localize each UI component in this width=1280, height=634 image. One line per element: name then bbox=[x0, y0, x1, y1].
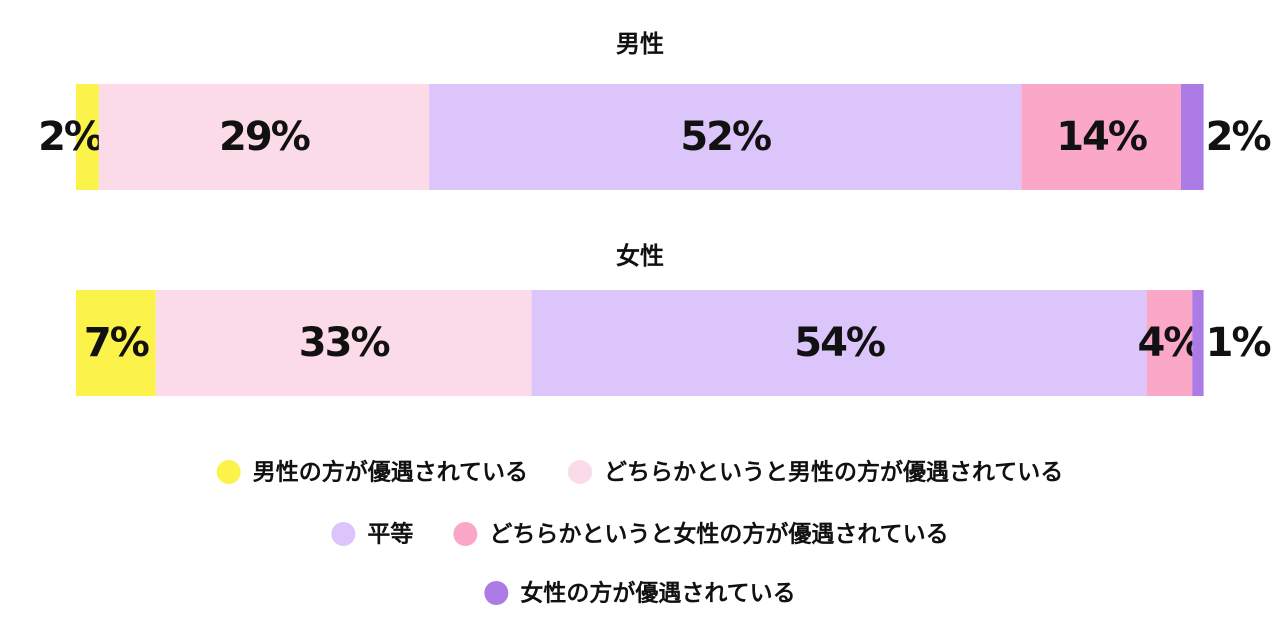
legend-swatch bbox=[331, 522, 356, 546]
value-label: 14% bbox=[1056, 114, 1147, 160]
legend-label: 男性の方が優遇されている bbox=[253, 459, 528, 486]
category-title: 男性 bbox=[616, 30, 664, 58]
value-label: 7% bbox=[84, 320, 149, 366]
bar-segment bbox=[76, 290, 156, 396]
legend-label: どちらかというと女性の方が優遇されている bbox=[489, 521, 948, 548]
bar-segment bbox=[76, 84, 99, 190]
value-label: 2% bbox=[1206, 114, 1271, 160]
value-label: 1% bbox=[1206, 320, 1271, 366]
category-title: 女性 bbox=[616, 242, 664, 270]
legend-label: 女性の方が優遇されている bbox=[520, 580, 795, 607]
bar-segment bbox=[1180, 84, 1204, 190]
bar-segment bbox=[1021, 84, 1181, 190]
bar-segment bbox=[1192, 290, 1204, 396]
bar-segment bbox=[1146, 290, 1193, 396]
value-label: 29% bbox=[219, 114, 310, 160]
value-label: 54% bbox=[794, 320, 885, 366]
legend-swatch bbox=[453, 522, 478, 546]
legend-label: 平等 bbox=[367, 521, 413, 548]
value-label: 33% bbox=[299, 320, 390, 366]
bar-segment bbox=[155, 290, 532, 396]
bar-segment bbox=[98, 84, 430, 190]
legend-swatch bbox=[568, 460, 592, 484]
legend-swatch bbox=[216, 460, 241, 484]
bar-segment bbox=[531, 290, 1147, 396]
value-label: 52% bbox=[680, 114, 771, 160]
bar-segment bbox=[429, 84, 1022, 190]
value-label: 2% bbox=[38, 114, 103, 160]
legend-label: どちらかというと男性の方が優遇されている bbox=[604, 459, 1063, 486]
legend-swatch bbox=[484, 581, 509, 605]
